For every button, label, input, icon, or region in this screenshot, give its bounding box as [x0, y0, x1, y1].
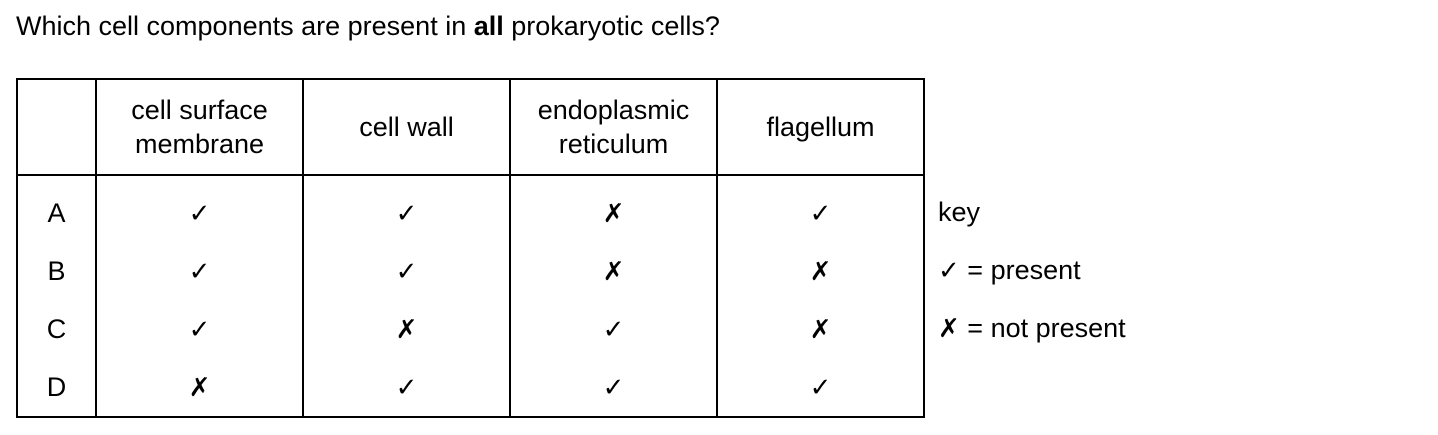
- cross-icon: ✗: [938, 314, 960, 344]
- column-header-line: flagellum: [766, 112, 875, 142]
- key-not-present-label: = not present: [959, 313, 1126, 343]
- header-empty-cell: [16, 78, 97, 176]
- table-cell: ✓: [509, 358, 718, 418]
- tick-icon: ✓: [188, 314, 211, 345]
- tick-icon: ✓: [809, 372, 832, 403]
- header-row: cell surface membrane cell wall endoplasmic…: [16, 78, 925, 176]
- column-header: cell surface membrane: [95, 78, 304, 176]
- table-cell: ✗: [95, 358, 304, 418]
- cross-icon: ✗: [188, 372, 211, 403]
- key-title: key: [938, 197, 981, 227]
- cross-icon: ✗: [395, 314, 418, 345]
- key-present: ✓ = present: [938, 254, 1081, 287]
- table-cell: ✓: [302, 242, 511, 300]
- cross-icon: ✗: [809, 256, 832, 287]
- tick-icon: ✓: [188, 256, 211, 287]
- tick-icon: ✓: [395, 256, 418, 287]
- row-label: D: [16, 358, 97, 418]
- table-cell: ✗: [302, 300, 511, 358]
- row-label: C: [16, 300, 97, 358]
- tick-icon: ✓: [938, 256, 960, 286]
- column-header-line: cell wall: [359, 112, 454, 142]
- column-header-line: endoplasmic: [537, 95, 690, 125]
- table-cell: ✓: [95, 175, 304, 242]
- table-row: B ✓ ✓ ✗ ✗: [16, 242, 925, 300]
- question-prefix: Which cell components are present in: [16, 11, 474, 41]
- tick-icon: ✓: [188, 198, 211, 229]
- row-label: A: [16, 175, 97, 242]
- tick-icon: ✓: [809, 198, 832, 229]
- table-cell: ✗: [716, 242, 925, 300]
- question-suffix: prokaryotic cells?: [503, 11, 720, 41]
- table-row: C ✓ ✗ ✓ ✗: [16, 300, 925, 358]
- tick-icon: ✓: [602, 372, 625, 403]
- table-cell: ✗: [509, 175, 718, 242]
- table-cell: ✓: [95, 242, 304, 300]
- cross-icon: ✗: [809, 314, 832, 345]
- row-label: B: [16, 242, 97, 300]
- question-text: Which cell components are present in all…: [16, 10, 720, 42]
- table-cell: ✓: [302, 358, 511, 418]
- column-header-line: cell surface: [131, 95, 268, 125]
- table-cell: ✗: [509, 242, 718, 300]
- cross-icon: ✗: [602, 256, 625, 287]
- table-body: A ✓ ✓ ✗ ✓ B ✓ ✓ ✗ ✗ C ✓ ✗ ✓ ✗ D ✗ ✓ ✓ ✓: [16, 175, 925, 418]
- table-cell: ✓: [716, 358, 925, 418]
- column-header-line: membrane: [134, 129, 265, 159]
- question-emphasis: all: [473, 11, 504, 41]
- tick-icon: ✓: [602, 314, 625, 345]
- column-header: endoplasmic reticulum: [509, 78, 718, 176]
- key-not-present: ✗ = not present: [938, 312, 1126, 345]
- column-header: cell wall: [302, 78, 511, 176]
- table-cell: ✓: [509, 300, 718, 358]
- table-cell: ✓: [302, 175, 511, 242]
- table-cell: ✗: [716, 300, 925, 358]
- tick-icon: ✓: [395, 372, 418, 403]
- components-table: cell surface membrane cell wall endoplasmic…: [16, 78, 925, 418]
- table-row: D ✗ ✓ ✓ ✓: [16, 358, 925, 418]
- table-cell: ✓: [95, 300, 304, 358]
- table-cell: ✓: [716, 175, 925, 242]
- column-header-line: reticulum: [558, 129, 669, 159]
- key-present-label: = present: [959, 255, 1081, 285]
- column-header: flagellum: [716, 78, 925, 176]
- table-row: A ✓ ✓ ✗ ✓: [16, 175, 925, 242]
- tick-icon: ✓: [395, 198, 418, 229]
- cross-icon: ✗: [602, 198, 625, 229]
